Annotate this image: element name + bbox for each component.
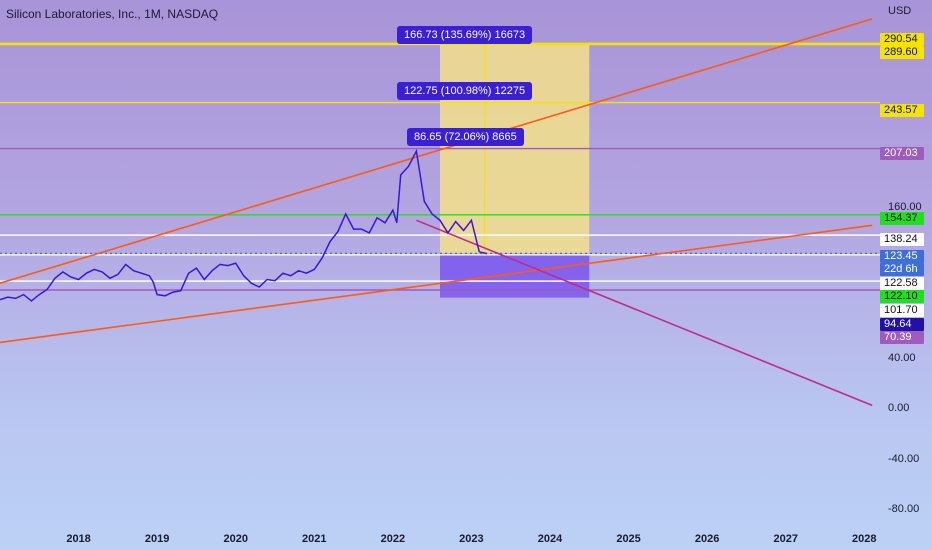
trendline-1 (0, 224, 873, 344)
price-series-line-0 (0, 148, 488, 302)
x-tick-label: 2019 (144, 533, 170, 545)
measure-label[interactable]: 86.65 (72.06%) 8665 (407, 128, 524, 146)
trendline-2 (416, 219, 873, 407)
y-tick-label: 40.00 (888, 351, 916, 364)
trendline-0 (0, 18, 873, 285)
y-tick-label: -40.00 (888, 452, 920, 465)
price-tag: 94.64 (880, 318, 924, 331)
price-tag: 289.60 (880, 46, 924, 59)
measure-label[interactable]: 122.75 (100.98%) 12275 (397, 82, 533, 100)
x-tick-label: 2021 (302, 533, 327, 545)
price-tag: 123.45 (880, 250, 924, 263)
x-tick-label: 2022 (380, 533, 406, 545)
y-tick-label: 160.00 (888, 200, 922, 213)
currency-label: USD (888, 5, 912, 17)
x-tick-label: 2020 (223, 533, 248, 545)
measure-label[interactable]: 166.73 (135.69%) 16673 (397, 26, 533, 44)
price-tag: 154.37 (880, 212, 924, 225)
price-tag: 243.57 (880, 104, 924, 117)
price-chart-svg (0, 18, 880, 407)
chart-title: Silicon Laboratories, Inc., 1M, NASDAQ (6, 7, 219, 21)
x-tick-label: 2025 (616, 533, 641, 545)
price-tag: 22d 6h (880, 263, 924, 276)
y-tick-label: 0.00 (888, 402, 910, 415)
y-tick-label: -80.00 (888, 502, 920, 515)
x-tick-label: 2028 (852, 533, 877, 545)
x-tick-label: 2027 (773, 533, 798, 545)
price-tag: 101.70 (880, 304, 924, 317)
price-tag: 70.39 (880, 331, 924, 344)
price-tag: 122.10 (880, 290, 924, 303)
x-tick-label: 2024 (537, 533, 563, 545)
price-tag: 207.03 (880, 147, 924, 160)
x-tick-label: 2023 (459, 533, 484, 545)
x-tick-label: 2026 (694, 533, 720, 545)
x-tick-label: 2018 (66, 533, 91, 545)
price-tag: 122.58 (880, 277, 924, 290)
price-tag: 290.54 (880, 33, 924, 46)
price-tag: 138.24 (880, 233, 924, 246)
chart-plot-area[interactable] (0, 0, 880, 530)
